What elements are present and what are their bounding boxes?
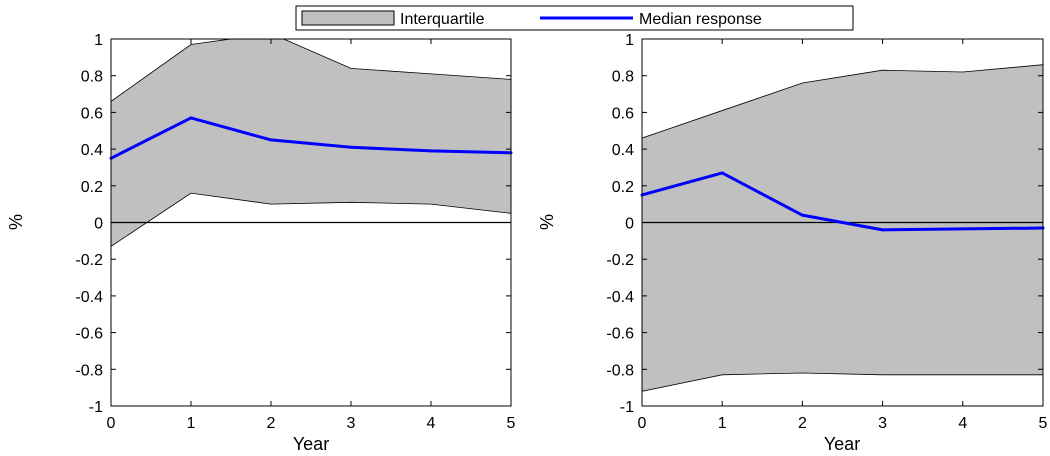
right-y-tick-label: 1 [625,32,634,49]
right-y-tick-label: -0.8 [606,362,634,379]
right-x-tick-label: 0 [638,415,647,432]
right-y-axis-label: % [537,214,557,230]
right-y-tick-label: -0.2 [606,252,634,269]
left-x-tick-label: 3 [347,415,356,432]
left-y-tick-label: -0.4 [75,289,103,306]
left-median-point [189,116,193,120]
left-x-tick-label: 0 [107,415,116,432]
legend: Interquartile Median response [295,5,854,31]
right-y-tick-label: -0.4 [606,289,634,306]
right-median-line [642,171,1043,232]
left-y-tick-label: 0.6 [81,105,103,122]
right-x-tick-label: 5 [1039,415,1048,432]
left-y-tick-label: -0.2 [75,252,103,269]
right-y-tick-label: 0.8 [612,69,634,86]
legend-band-swatch [301,10,395,26]
right-y-tick-label: 0.4 [612,142,634,159]
right-y-tick-label: -1 [620,399,634,416]
left-y-tick-label: -0.8 [75,362,103,379]
left-x-tick-label: 1 [187,415,196,432]
right-x-tick-label: 2 [798,415,807,432]
left-median-point [429,149,433,153]
left-interquartile-band [111,39,511,247]
left-y-tick-label: 0 [94,216,103,233]
right-y-tick-label: 0 [625,216,634,233]
left-x-tick-label: 2 [267,415,276,432]
left-y-tick-label: -0.6 [75,326,103,343]
left-y-tick-label: 0.8 [81,69,103,86]
left-x-tick-label: 5 [507,415,516,432]
left-x-axis-label: Year [293,434,329,454]
legend-line-label: Median response [639,11,762,28]
right-y-tick-label: 0.6 [612,105,634,122]
right-x-tick-label: 1 [718,415,727,432]
right-y-tick-label: 0.2 [612,179,634,196]
left-median-point [349,145,353,149]
right-x-tick-label: 3 [878,415,887,432]
right-interquartile-band [642,64,1043,392]
right-x-tick-label: 4 [958,415,967,432]
left-median-line [111,116,511,160]
left-y-tick-label: -1 [89,399,103,416]
left-y-tick-label: 1 [94,32,103,49]
legend-band-label: Interquartile [400,11,485,28]
left-y-axis-label: % [6,214,26,230]
right-median-point [800,213,804,217]
right-median-point [881,228,885,232]
left-y-tick-label: 0.2 [81,179,103,196]
left-x-tick-label: 4 [427,415,436,432]
right-median-point [961,227,965,231]
left-median-point [269,138,273,142]
left-y-tick-label: 0.4 [81,142,103,159]
right-x-axis-label: Year [824,434,860,454]
right-y-tick-label: -0.6 [606,326,634,343]
right-median-point [720,171,724,175]
